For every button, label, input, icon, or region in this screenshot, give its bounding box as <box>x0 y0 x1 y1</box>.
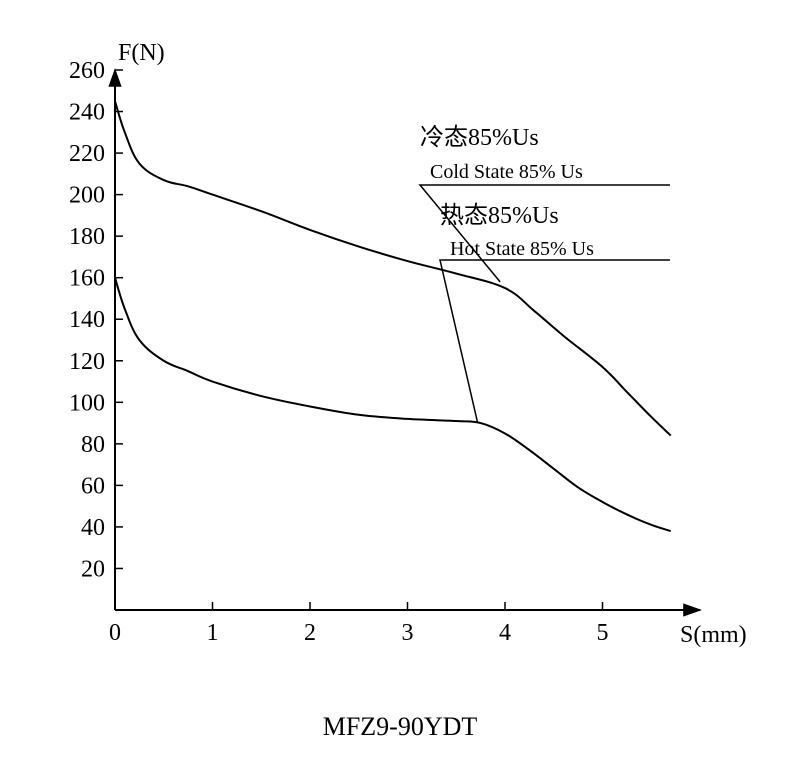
series-hot <box>115 278 671 531</box>
chart-container: F(N)S(mm)2040608010012014016018020022024… <box>0 0 800 773</box>
y-tick-label: 220 <box>69 141 105 167</box>
y-tick-label: 140 <box>69 307 105 333</box>
y-tick-label: 40 <box>81 515 105 541</box>
series-label-cn-cold: 冷态85%Us <box>420 124 539 151</box>
y-tick-label: 260 <box>69 58 105 84</box>
y-tick-label: 160 <box>69 266 105 292</box>
y-tick-label: 180 <box>69 224 105 250</box>
x-axis-label: S(mm) <box>680 622 747 648</box>
x-tick-label: 4 <box>499 620 511 646</box>
x-axis-arrow <box>683 603 702 616</box>
y-tick-label: 120 <box>69 349 105 375</box>
series-cold <box>115 101 671 435</box>
leader-cold <box>420 185 670 282</box>
x-tick-label: 5 <box>597 620 609 646</box>
y-tick-label: 240 <box>69 100 105 126</box>
y-tick-label: 80 <box>81 432 105 458</box>
chart-caption: MFZ9-90YDT <box>323 712 478 741</box>
series-label-cn-hot: 热态85%Us <box>440 202 559 229</box>
y-tick-label: 200 <box>69 183 105 209</box>
y-tick-label: 100 <box>69 390 105 416</box>
series-label-en-cold: Cold State 85% Us <box>430 161 583 183</box>
y-axis-label: F(N) <box>118 40 165 66</box>
x-tick-label: 2 <box>304 620 316 646</box>
y-axis-arrow <box>108 68 121 87</box>
x-tick-label: 1 <box>207 620 219 646</box>
y-tick-label: 60 <box>81 473 105 499</box>
series-label-en-hot: Hot State 85% Us <box>450 238 594 260</box>
leader-hot <box>440 260 670 423</box>
x-tick-label: 0 <box>109 620 121 646</box>
force-stroke-chart: F(N)S(mm)2040608010012014016018020022024… <box>0 0 800 773</box>
x-tick-label: 3 <box>402 620 414 646</box>
y-tick-label: 20 <box>81 556 105 582</box>
